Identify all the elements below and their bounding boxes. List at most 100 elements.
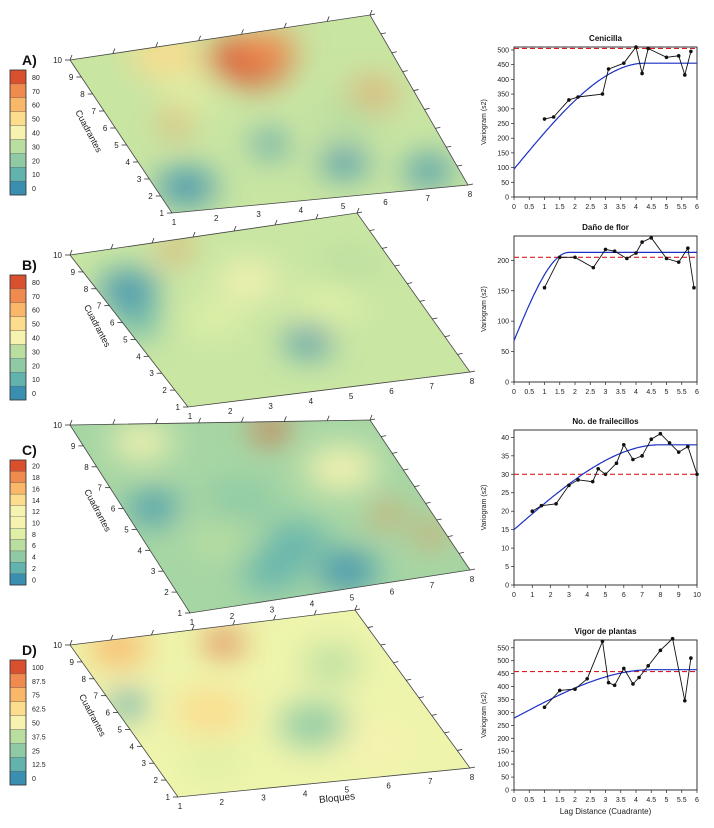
x-tick-label: 5 [604, 592, 608, 599]
legend-label: 10 [32, 521, 40, 528]
chart-title: Cenicilla [589, 34, 622, 43]
x-tick-label: 8 [470, 575, 475, 584]
data-point [554, 502, 558, 506]
right-tick [444, 335, 450, 338]
contour-blob [111, 424, 172, 461]
x-tick-label: 5.5 [677, 204, 687, 211]
y-tick-label: 9 [69, 73, 74, 82]
x-tick-label: 2 [573, 797, 577, 804]
legend-label: 30 [32, 349, 40, 356]
data-point [573, 255, 577, 260]
legend-swatch [9, 316, 27, 331]
x-tick-label: 2.5 [585, 204, 595, 211]
x-tick-label: 0 [512, 797, 516, 804]
data-point [686, 444, 690, 449]
x-tick-label: 4 [310, 600, 315, 609]
y-tick-label: 350 [497, 92, 509, 99]
y-tick-label: 6 [110, 319, 115, 328]
y-tick-label: 2 [148, 192, 153, 201]
y-tick-label: 10 [53, 421, 62, 430]
data-point [622, 61, 626, 65]
right-tick [393, 661, 399, 664]
x-tick-label: 5 [665, 204, 669, 211]
y-tick-label: 1 [160, 209, 165, 218]
top-tick [356, 207, 360, 214]
top-tick [283, 416, 287, 422]
legend-swatch [9, 180, 27, 196]
top-tick [155, 418, 159, 424]
data-point [557, 255, 562, 260]
data-point [600, 92, 605, 96]
data-point [590, 479, 595, 484]
x-tick-label: 6 [695, 797, 699, 804]
x-tick-label: 8 [658, 592, 662, 599]
right-tick [419, 299, 425, 302]
legend-label: 0 [32, 186, 36, 193]
data-point [664, 256, 669, 261]
top-tick [241, 416, 244, 423]
y-tick-label: 1 [166, 793, 171, 802]
y-tick-label: 7 [98, 484, 103, 493]
legend-label: 8 [32, 532, 36, 539]
y-tick-label: 10 [53, 641, 62, 650]
top-tick [369, 9, 373, 16]
top-tick [326, 16, 330, 22]
legend-label: 40 [32, 131, 40, 138]
x-tick-label: 4.5 [646, 797, 656, 804]
legend-label: 60 [32, 103, 40, 110]
right-tick [457, 749, 463, 751]
right-tick [457, 164, 463, 167]
right-tick [407, 282, 413, 285]
axis-title-cuadrantes: Cuadrantes [82, 488, 113, 534]
top-tick [69, 249, 73, 256]
right-tick [413, 89, 419, 91]
contour-blob [267, 522, 327, 559]
contour-blob [318, 248, 379, 285]
axis-title-bloques: Bloques [319, 791, 356, 806]
y-tick-label: 10 [53, 56, 62, 65]
data-point [576, 95, 580, 99]
x-tick-label: 0 [512, 204, 516, 211]
legend-label: 87.5 [32, 679, 46, 686]
right-tick [446, 145, 452, 148]
legend-label: 18 [32, 475, 40, 482]
x-tick-label: 5 [350, 593, 355, 602]
data-point [658, 431, 663, 436]
top-tick [69, 419, 73, 426]
top-tick [354, 604, 358, 611]
right-tick [424, 108, 430, 110]
x-tick-label: 1.5 [555, 389, 565, 396]
empirical-line [544, 237, 695, 288]
data-point [634, 45, 638, 49]
chart-title: Daño de flor [582, 223, 629, 232]
x-tick-label: 2.5 [585, 797, 595, 804]
legend-swatch [9, 743, 27, 758]
legend-label: 60 [32, 308, 40, 315]
y-tick-label: 150 [497, 150, 509, 157]
data-point [695, 472, 699, 477]
top-tick [69, 639, 73, 646]
right-tick [402, 70, 408, 73]
y-tick-label: 100 [497, 762, 509, 769]
right-tick [467, 183, 474, 186]
data-point [567, 98, 571, 102]
y-tick-label: 40 [501, 435, 509, 442]
x-tick-label: 4 [634, 204, 638, 211]
contour-blob [277, 703, 350, 747]
y-tick-label: 2 [162, 386, 167, 395]
right-tick [469, 370, 476, 373]
x-tick-label: 1 [543, 389, 547, 396]
legend-label: 14 [32, 498, 40, 505]
data-point [631, 457, 635, 462]
x-tick-label: 5 [341, 202, 346, 211]
x-tick-label: 7 [640, 592, 644, 599]
contour-blob [109, 693, 146, 715]
y-tick-label: 9 [71, 442, 76, 451]
x-tick-label: 3.5 [616, 204, 626, 211]
legend-label: 50 [32, 721, 40, 728]
legend-swatch [9, 550, 27, 563]
data-point [603, 472, 608, 477]
contour-blob [184, 742, 245, 779]
